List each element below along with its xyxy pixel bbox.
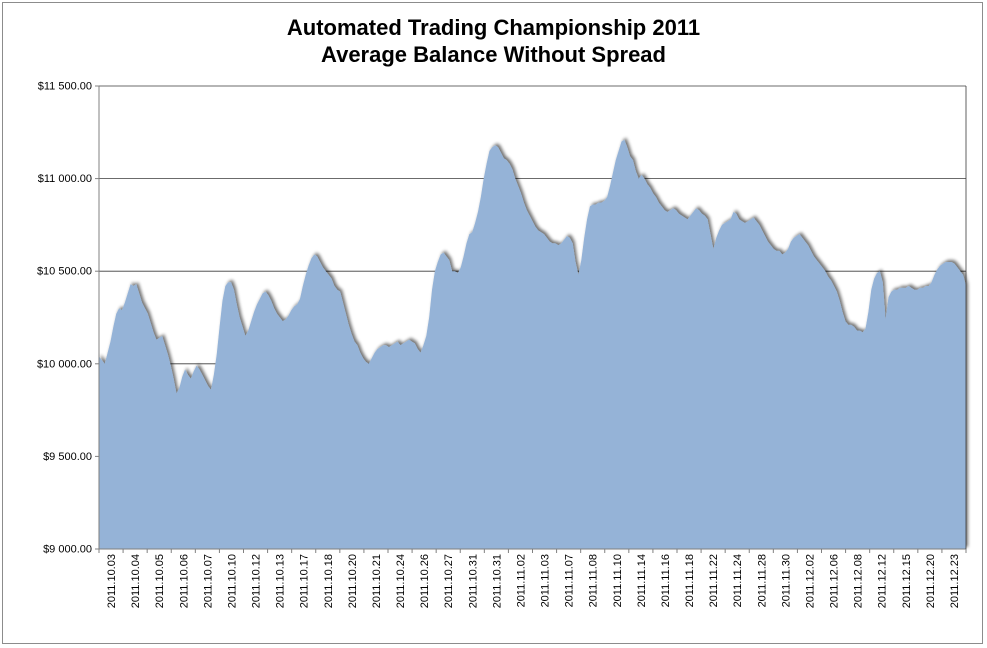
x-tick-label: 2011.10.27: [443, 554, 455, 608]
x-tick-label: 2011.11.02: [515, 554, 527, 607]
y-tick-label: $10 500.00: [37, 266, 92, 278]
x-tick-label: 2011.12.06: [829, 554, 841, 608]
y-tick-label: $11 500.00: [38, 81, 92, 93]
x-tick-label: 2011.10.04: [130, 554, 142, 608]
x-tick-label: 2011.11.30: [780, 554, 792, 607]
chart-title-line-1: Automated Trading Championship 2011: [286, 15, 701, 40]
x-tick-label: 2011.12.15: [901, 554, 913, 608]
x-tick-label: 2011.11.07: [564, 554, 576, 607]
x-tick-label: 2011.11.22: [708, 554, 720, 607]
series-layer: [99, 139, 966, 549]
y-tick-label: $10 000.00: [37, 358, 92, 370]
x-tick-label: 2011.11.10: [612, 554, 624, 607]
x-tick-label: 2011.12.02: [804, 554, 816, 608]
chart-title: Automated Trading Championship 2011 Aver…: [0, 14, 987, 68]
chart-title-line-2: Average Balance Without Spread: [321, 42, 666, 67]
x-tick-label: 2011.11.24: [732, 554, 744, 607]
x-tick-label: 2011.12.08: [853, 554, 865, 608]
y-tick-label: $9 000.00: [43, 544, 92, 556]
x-tick-label: 2011.11.18: [684, 554, 696, 607]
x-tick-label: 2011.10.06: [178, 554, 190, 608]
y-tick-label: $9 500.00: [43, 451, 92, 463]
x-tick-label: 2011.10.17: [299, 554, 311, 608]
x-tick-label: 2011.10.20: [347, 554, 359, 608]
x-tick-label: 2011.11.16: [660, 554, 672, 607]
x-tick-label: 2011.10.21: [371, 554, 383, 608]
x-tick-label: 2011.10.12: [251, 554, 263, 608]
x-tick-label: 2011.10.31: [467, 554, 479, 608]
y-tick-label: $11 000.00: [38, 173, 92, 185]
x-tick-label: 2011.12.23: [949, 554, 961, 608]
x-tick-label: 2011.10.24: [395, 554, 407, 608]
x-tick-label: 2011.10.03: [106, 554, 118, 608]
x-axis-ticks: 2011.10.03 2011.10.04 2011.10.05 2011.10.06…: [98, 549, 967, 608]
x-tick-label: 2011.10.10: [226, 554, 238, 608]
x-tick-label: 2011.12.12: [877, 554, 889, 608]
x-tick-label: 2011.11.08: [588, 554, 600, 607]
x-tick-label: 2011.11.28: [756, 554, 768, 607]
x-tick-label: 2011.11.03: [540, 554, 552, 607]
y-axis-ticks: $9 000.00 $9 500.00 $10 000.00 $10 500.00 $1…: [37, 81, 99, 556]
x-tick-label: 2011.10.26: [419, 554, 431, 608]
x-tick-label: 2011.10.05: [154, 554, 166, 608]
balance-area-series: [99, 139, 966, 549]
x-tick-label: 2011.12.20: [925, 554, 937, 608]
x-tick-label: 2011.10.07: [202, 554, 214, 608]
x-tick-label: 2011.10.18: [323, 554, 335, 608]
x-tick-label: 2011.10.31: [491, 554, 503, 608]
x-tick-label: 2011.11.14: [636, 554, 648, 607]
x-tick-label: 2011.10.13: [275, 554, 287, 608]
